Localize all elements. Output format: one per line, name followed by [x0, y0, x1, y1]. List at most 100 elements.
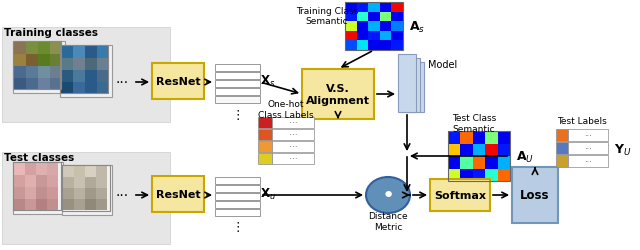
- Bar: [398, 55, 416, 112]
- Text: Loss: Loss: [520, 189, 550, 202]
- Bar: [152, 64, 204, 100]
- Bar: [25, 163, 36, 175]
- Bar: [473, 132, 485, 144]
- Bar: [61, 59, 73, 71]
- Text: Distance
Metric: Distance Metric: [368, 212, 408, 231]
- Bar: [62, 165, 112, 215]
- Bar: [498, 169, 510, 181]
- Bar: [50, 43, 62, 55]
- Bar: [14, 199, 25, 211]
- Bar: [85, 188, 96, 199]
- Text: Training classes: Training classes: [4, 28, 98, 38]
- Bar: [85, 83, 97, 94]
- Bar: [356, 41, 368, 51]
- Bar: [380, 32, 392, 41]
- Text: ResNet: ResNet: [156, 189, 200, 199]
- Text: Training Class
Semantic: Training Class Semantic: [296, 7, 358, 26]
- Bar: [272, 118, 314, 128]
- Text: Model: Model: [428, 60, 457, 70]
- Bar: [14, 187, 25, 199]
- Bar: [73, 83, 85, 94]
- Bar: [392, 12, 403, 22]
- Bar: [152, 176, 204, 212]
- Bar: [392, 41, 403, 51]
- Bar: [73, 47, 85, 59]
- Bar: [60, 46, 112, 98]
- Bar: [380, 3, 392, 13]
- Bar: [448, 144, 460, 156]
- Bar: [13, 42, 65, 94]
- Bar: [73, 71, 85, 83]
- Bar: [345, 3, 356, 13]
- Bar: [356, 32, 368, 41]
- Bar: [85, 166, 96, 177]
- Bar: [215, 96, 260, 103]
- Text: ···: ···: [289, 119, 298, 128]
- Text: $\mathbf{A}_U$: $\mathbf{A}_U$: [516, 149, 534, 164]
- Text: ···: ···: [584, 157, 592, 166]
- Bar: [258, 142, 272, 152]
- Text: •: •: [381, 185, 395, 205]
- Bar: [568, 156, 608, 167]
- Bar: [460, 132, 473, 144]
- Bar: [61, 83, 73, 94]
- Bar: [96, 188, 107, 199]
- Bar: [74, 177, 85, 188]
- Bar: [38, 79, 50, 91]
- Bar: [14, 43, 26, 55]
- Text: Test classes: Test classes: [4, 152, 74, 162]
- Bar: [74, 188, 85, 199]
- Text: ···: ···: [584, 144, 592, 154]
- Bar: [25, 175, 36, 187]
- Text: ···: ···: [289, 143, 298, 152]
- Bar: [368, 12, 380, 22]
- Bar: [380, 12, 392, 22]
- Text: ···: ···: [115, 188, 129, 202]
- Bar: [50, 67, 62, 79]
- Bar: [568, 142, 608, 154]
- Bar: [215, 209, 260, 216]
- Bar: [272, 130, 314, 140]
- Bar: [97, 71, 109, 83]
- Bar: [26, 79, 38, 91]
- Bar: [61, 47, 73, 59]
- Bar: [498, 156, 510, 169]
- Bar: [85, 47, 97, 59]
- Bar: [25, 199, 36, 211]
- Text: V.S.
Alignment: V.S. Alignment: [306, 84, 370, 106]
- Bar: [74, 166, 85, 177]
- Bar: [345, 3, 403, 51]
- Bar: [14, 67, 26, 79]
- Bar: [215, 177, 260, 184]
- Bar: [258, 154, 272, 164]
- Bar: [2, 152, 170, 244]
- Ellipse shape: [366, 177, 410, 213]
- Bar: [63, 188, 74, 199]
- Bar: [47, 199, 58, 211]
- Bar: [498, 132, 510, 144]
- Bar: [85, 177, 96, 188]
- Text: ⋮: ⋮: [231, 108, 244, 121]
- Text: ResNet: ResNet: [156, 77, 200, 87]
- Bar: [63, 177, 74, 188]
- Bar: [345, 32, 356, 41]
- Bar: [85, 199, 96, 210]
- Bar: [97, 83, 109, 94]
- Bar: [392, 32, 403, 41]
- Bar: [26, 55, 38, 67]
- Text: $\mathbf{Y}_U$: $\mathbf{Y}_U$: [614, 142, 632, 157]
- Bar: [73, 59, 85, 71]
- Bar: [345, 41, 356, 51]
- Bar: [402, 59, 420, 112]
- Bar: [485, 132, 498, 144]
- Bar: [36, 175, 47, 187]
- Bar: [368, 41, 380, 51]
- Bar: [473, 169, 485, 181]
- Bar: [460, 169, 473, 181]
- Bar: [25, 187, 36, 199]
- Bar: [568, 130, 608, 141]
- Text: Softmax: Softmax: [434, 190, 486, 200]
- Bar: [356, 22, 368, 32]
- Bar: [380, 22, 392, 32]
- Bar: [14, 163, 25, 175]
